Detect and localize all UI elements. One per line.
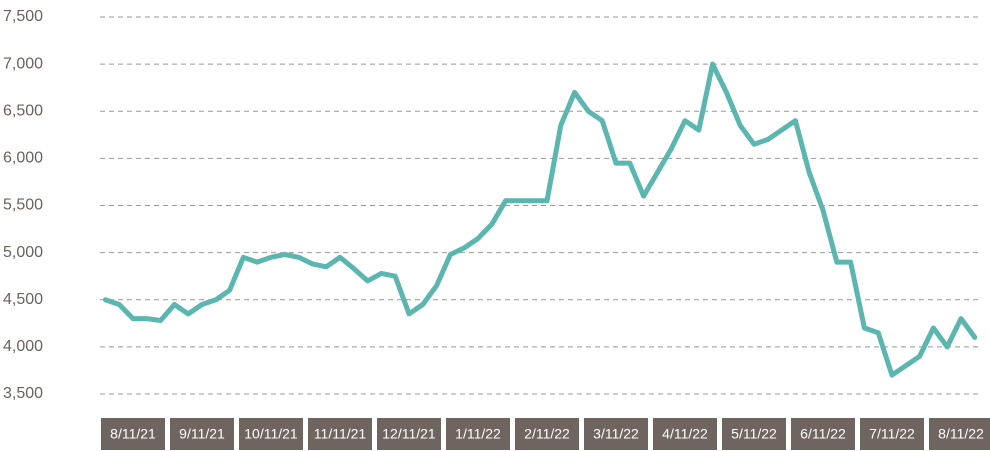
line (102, 61, 978, 378)
x-tick-label: 8/11/21 (110, 426, 156, 442)
x-tick-label: 6/11/22 (800, 426, 846, 442)
x-label-box (101, 418, 165, 450)
x-label-box (860, 418, 924, 450)
x-tick-label: 1/11/22 (455, 426, 501, 442)
x-label-box (446, 418, 510, 450)
x-label-box (377, 418, 441, 450)
x-label-box (791, 418, 855, 450)
x-tick-label: 11/11/21 (314, 426, 367, 442)
y-tick-label: 7,000 (3, 55, 43, 72)
y-tick-label: 6,500 (3, 102, 43, 119)
x-label-box (170, 418, 234, 450)
y-tick-label: 5,500 (3, 197, 43, 214)
y-tick-label: 5,000 (3, 244, 43, 261)
x-label-box (515, 418, 579, 450)
y-tick-label: 4,500 (3, 291, 43, 308)
x-label-box (929, 418, 990, 450)
x-label-box (308, 418, 372, 450)
x-tick-label: 8/11/22 (938, 426, 984, 442)
y-tick-label: 3,500 (3, 385, 43, 402)
y-tick-label: 6,000 (3, 150, 43, 167)
x-tick-label: 4/11/22 (662, 426, 708, 442)
x-label-box (653, 418, 717, 450)
x-label-box (584, 418, 648, 450)
x-tick-label: 5/11/22 (731, 426, 777, 442)
y-tick-label: 7,500 (3, 8, 43, 25)
x-label-box (239, 418, 303, 450)
x-label-box (722, 418, 786, 450)
x-tick-label: 9/11/21 (179, 426, 225, 442)
x-tick-label: 12/11/21 (382, 426, 436, 442)
y-tick-label: 4,000 (3, 338, 43, 355)
x-tick-label: 10/11/21 (244, 426, 298, 442)
x-tick-label: 2/11/22 (524, 426, 570, 442)
x-tick-label: 7/11/22 (869, 426, 915, 442)
x-tick-label: 3/11/22 (593, 426, 639, 442)
